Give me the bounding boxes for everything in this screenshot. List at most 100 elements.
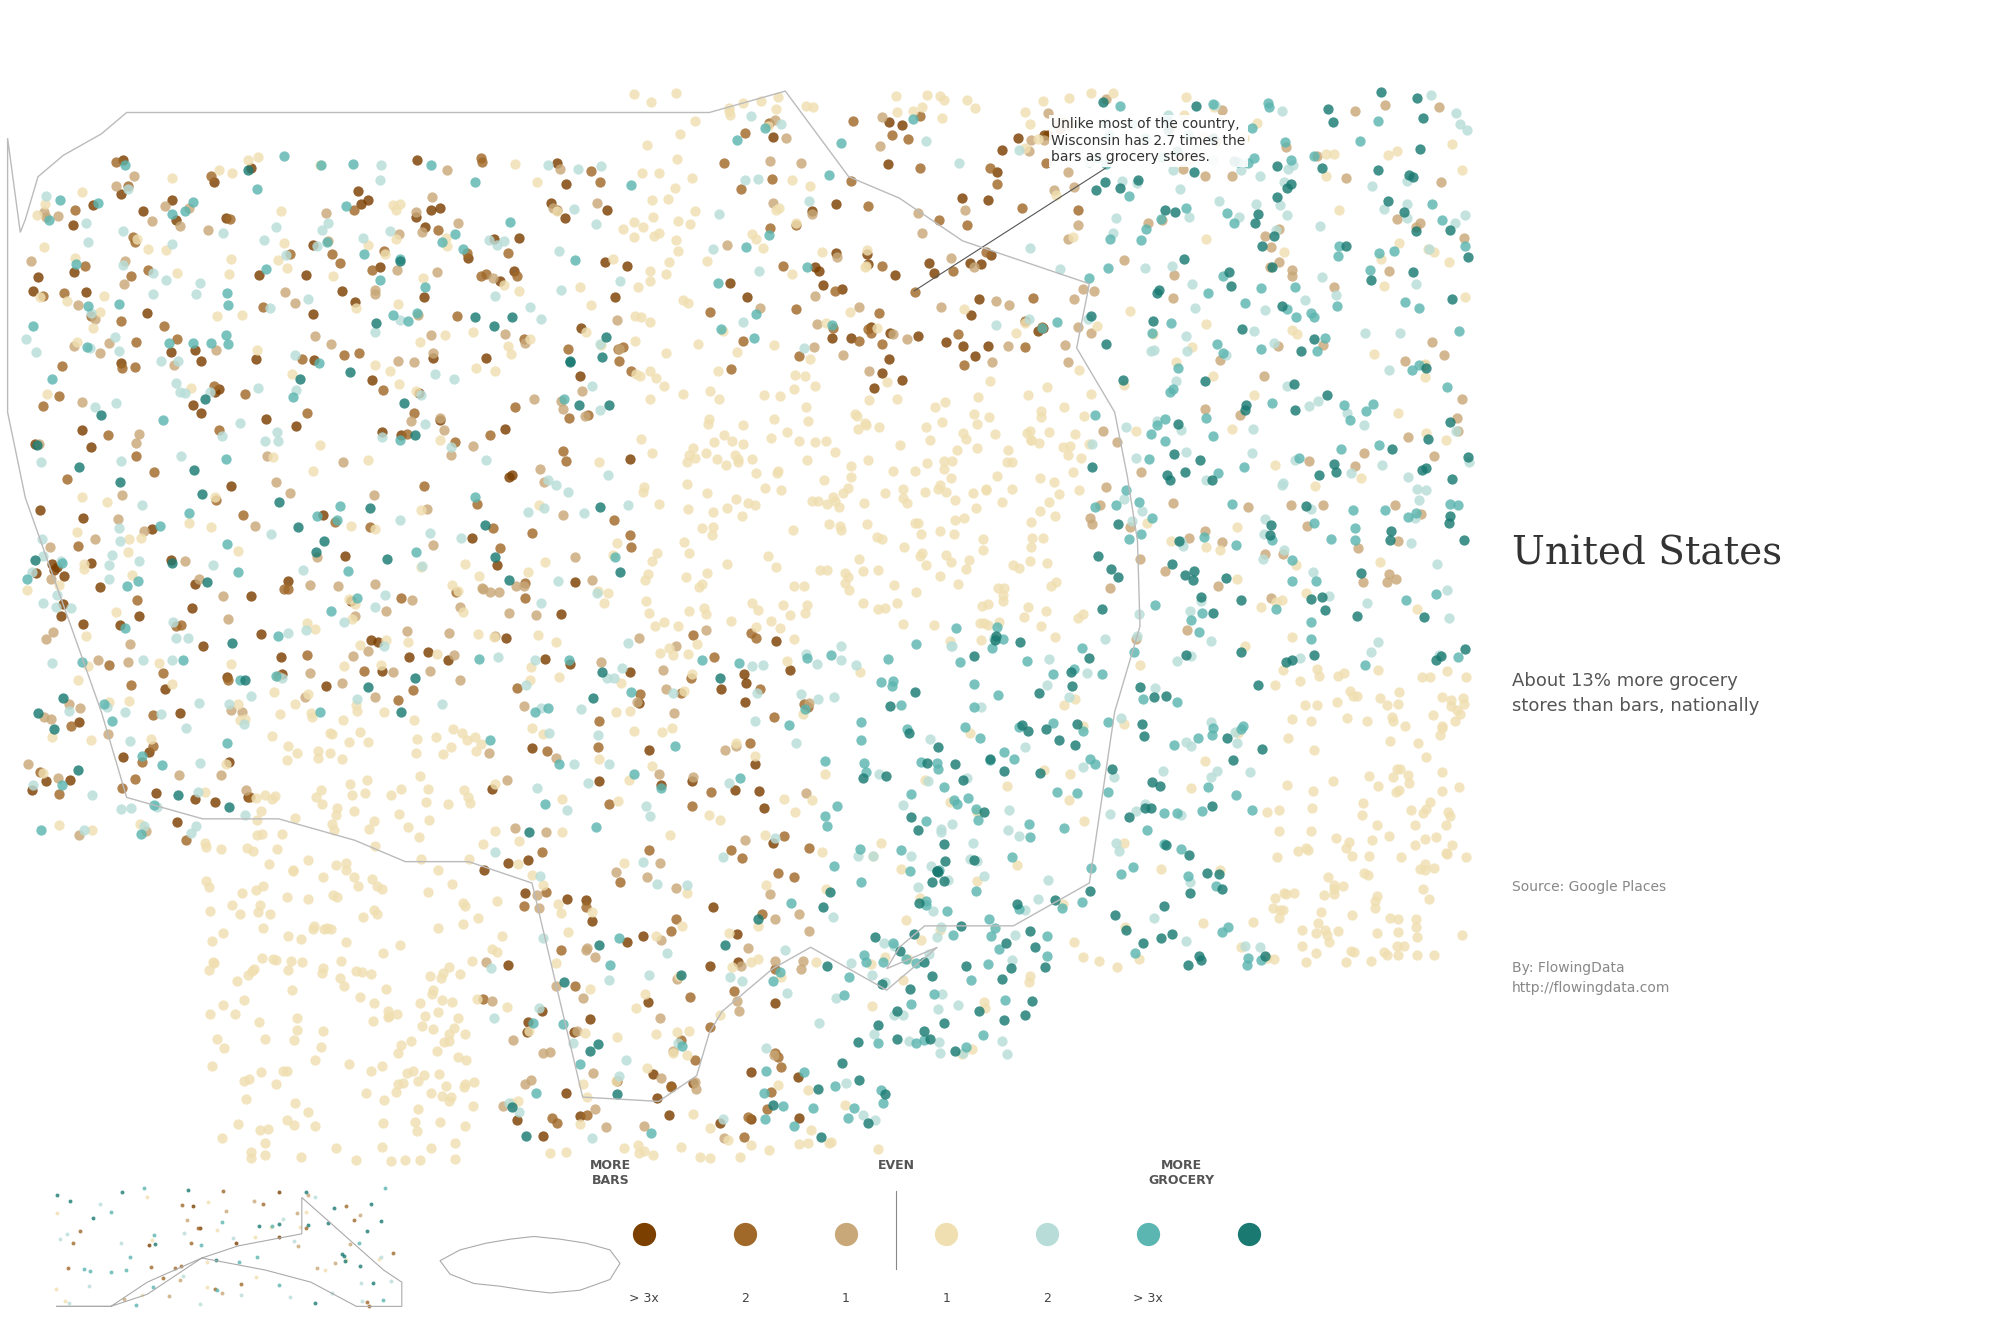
Point: [184, 1235, 216, 1257]
Point: [1088, 421, 1120, 442]
Point: [1202, 863, 1234, 884]
Point: [1116, 113, 1148, 134]
Point: [572, 937, 604, 958]
Point: [644, 929, 676, 950]
Point: [100, 601, 132, 622]
Point: [842, 1070, 874, 1091]
Point: [668, 531, 700, 552]
Point: [1254, 524, 1286, 546]
Point: [1162, 802, 1194, 824]
Point: [764, 961, 796, 982]
Point: [946, 1043, 978, 1064]
Point: [778, 378, 810, 399]
Point: [1238, 212, 1270, 234]
Point: [620, 363, 652, 384]
Point: [698, 431, 730, 453]
Point: [896, 784, 928, 805]
Point: [918, 262, 950, 284]
Point: [470, 450, 502, 472]
Point: [820, 986, 852, 1008]
Point: [636, 206, 668, 227]
Point: [108, 149, 140, 171]
Point: [420, 363, 452, 384]
Point: [1126, 461, 1158, 482]
Point: [1382, 694, 1414, 715]
Point: [1448, 227, 1480, 249]
Point: [448, 1116, 480, 1137]
Point: [792, 449, 824, 470]
Point: [346, 906, 378, 927]
Point: [866, 528, 898, 550]
Point: [72, 1275, 104, 1297]
Point: [414, 1137, 446, 1159]
Point: [716, 359, 748, 380]
Point: [1228, 636, 1260, 657]
Point: [1244, 937, 1276, 958]
Point: [402, 302, 434, 324]
Point: [1250, 300, 1282, 321]
Point: [170, 829, 202, 851]
Point: [192, 1251, 224, 1273]
Point: [106, 220, 138, 242]
Point: [26, 546, 58, 567]
Point: [386, 778, 418, 800]
Point: [1298, 562, 1330, 583]
Point: [546, 278, 578, 300]
Point: [656, 716, 688, 738]
Point: [726, 331, 758, 352]
Point: [856, 964, 888, 985]
Point: [156, 552, 188, 574]
Point: [1374, 261, 1406, 282]
Point: [916, 871, 948, 892]
Point: [296, 460, 328, 481]
Point: [636, 91, 668, 113]
Point: [106, 183, 138, 204]
Point: [636, 755, 668, 777]
Point: [474, 957, 506, 978]
Point: [498, 817, 530, 839]
Point: [198, 555, 230, 577]
Point: [572, 1103, 604, 1125]
Point: [790, 602, 822, 624]
Point: [572, 1086, 604, 1107]
Point: [1392, 507, 1424, 528]
Point: [20, 562, 52, 583]
Point: [750, 1060, 782, 1082]
Point: [298, 1116, 330, 1137]
Point: [292, 1184, 324, 1206]
Point: [922, 860, 954, 882]
Point: [1172, 954, 1204, 976]
Point: [1198, 94, 1230, 116]
Point: [494, 211, 526, 233]
Point: [542, 153, 574, 175]
Point: [876, 675, 908, 696]
Point: [1060, 423, 1092, 445]
Point: [1372, 695, 1404, 716]
Point: [628, 1116, 660, 1137]
Point: [748, 1082, 780, 1103]
Point: [1034, 492, 1066, 513]
Point: [1056, 675, 1088, 696]
Point: [902, 892, 934, 914]
Point: [1088, 629, 1120, 650]
Point: [30, 383, 62, 405]
Point: [804, 559, 836, 581]
Point: [968, 801, 1000, 823]
Point: [908, 950, 940, 972]
Point: [980, 918, 1012, 939]
Point: [60, 254, 92, 276]
Point: [1148, 895, 1180, 917]
Point: [508, 575, 540, 597]
Point: [1354, 845, 1386, 867]
Point: [1152, 120, 1184, 141]
Point: [72, 296, 104, 317]
Point: [844, 839, 876, 860]
Point: [1362, 434, 1394, 456]
Point: [930, 332, 962, 353]
Point: [916, 900, 948, 922]
Point: [812, 493, 844, 515]
Point: [1052, 161, 1084, 183]
Point: [1150, 110, 1182, 132]
Point: [364, 269, 396, 290]
Point: [1422, 95, 1454, 117]
